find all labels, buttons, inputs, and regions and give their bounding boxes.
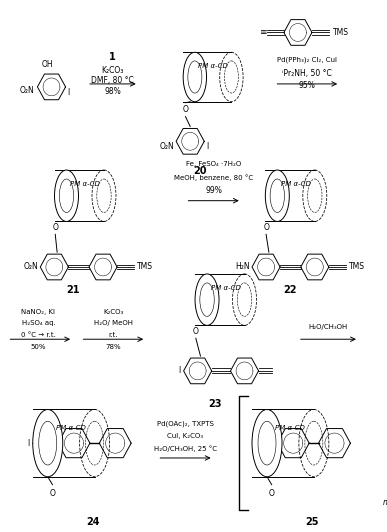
Text: 0 °C → r.t.: 0 °C → r.t.: [21, 332, 56, 338]
Text: 99%: 99%: [205, 186, 222, 195]
Ellipse shape: [195, 274, 219, 326]
Ellipse shape: [265, 170, 289, 221]
Text: CuI, K₂CO₃: CuI, K₂CO₃: [168, 433, 204, 439]
Text: H₂O/CH₃OH: H₂O/CH₃OH: [308, 325, 348, 330]
Ellipse shape: [183, 52, 207, 102]
Text: PM α-CD: PM α-CD: [198, 63, 228, 69]
Text: H₂SO₄ aq.: H₂SO₄ aq.: [22, 320, 55, 327]
Text: Fe, FeSO₄ ·7H₂O: Fe, FeSO₄ ·7H₂O: [186, 161, 241, 167]
Text: n: n: [382, 498, 387, 507]
Text: ≡: ≡: [259, 28, 266, 37]
Text: I: I: [67, 88, 70, 97]
Ellipse shape: [252, 410, 282, 477]
Text: Pd(PPh₃)₂ Cl₂, CuI: Pd(PPh₃)₂ Cl₂, CuI: [277, 57, 337, 63]
Text: O: O: [193, 327, 199, 336]
Text: O: O: [263, 223, 269, 232]
Text: 22: 22: [283, 285, 296, 295]
Text: PM α-CD: PM α-CD: [56, 425, 86, 431]
Text: H₂O/ MeOH: H₂O/ MeOH: [94, 320, 133, 327]
Text: NaNO₂, KI: NaNO₂, KI: [21, 309, 55, 314]
Text: I: I: [178, 367, 181, 376]
Text: TMS: TMS: [349, 262, 365, 271]
Text: 21: 21: [66, 285, 80, 295]
Text: O: O: [269, 489, 275, 497]
Ellipse shape: [55, 170, 79, 221]
Text: PM α-CD: PM α-CD: [70, 181, 100, 187]
Text: I: I: [206, 142, 208, 151]
Text: K₂CO₃: K₂CO₃: [101, 65, 123, 74]
Text: OH: OH: [42, 60, 53, 69]
Text: 98%: 98%: [104, 87, 121, 96]
Text: I: I: [27, 438, 29, 447]
Text: r.t.: r.t.: [109, 332, 118, 338]
Text: 23: 23: [208, 398, 221, 409]
Text: PM α-CD: PM α-CD: [211, 285, 241, 292]
Text: O₂N: O₂N: [24, 262, 38, 271]
Text: DMF, 80 °C: DMF, 80 °C: [91, 77, 134, 86]
Text: TMS: TMS: [332, 28, 349, 37]
Text: 20: 20: [193, 166, 206, 176]
Text: ⁱPr₂NH, 50 °C: ⁱPr₂NH, 50 °C: [283, 69, 332, 78]
Text: TMS: TMS: [137, 262, 153, 271]
Ellipse shape: [33, 410, 63, 477]
Text: Pd(OAc)₂, TXPTS: Pd(OAc)₂, TXPTS: [157, 420, 214, 427]
Text: PM α-CD: PM α-CD: [276, 425, 305, 431]
Text: O: O: [50, 489, 55, 497]
Text: K₂CO₃: K₂CO₃: [103, 309, 123, 314]
Text: 24: 24: [86, 517, 99, 527]
Text: 1: 1: [109, 52, 116, 62]
Text: O: O: [183, 105, 188, 114]
Text: 50%: 50%: [31, 344, 46, 350]
Text: H₂O/CH₃OH, 25 °C: H₂O/CH₃OH, 25 °C: [154, 446, 217, 452]
Text: O₂N: O₂N: [159, 142, 174, 151]
Text: O: O: [52, 223, 58, 232]
Text: 95%: 95%: [299, 81, 316, 90]
Text: MeOH, benzene, 80 °C: MeOH, benzene, 80 °C: [174, 174, 253, 181]
Text: H₂N: H₂N: [236, 262, 250, 271]
Text: PM α-CD: PM α-CD: [281, 181, 311, 187]
Text: O₂N: O₂N: [20, 86, 34, 95]
Text: 25: 25: [305, 517, 319, 527]
Text: 78%: 78%: [106, 344, 121, 350]
